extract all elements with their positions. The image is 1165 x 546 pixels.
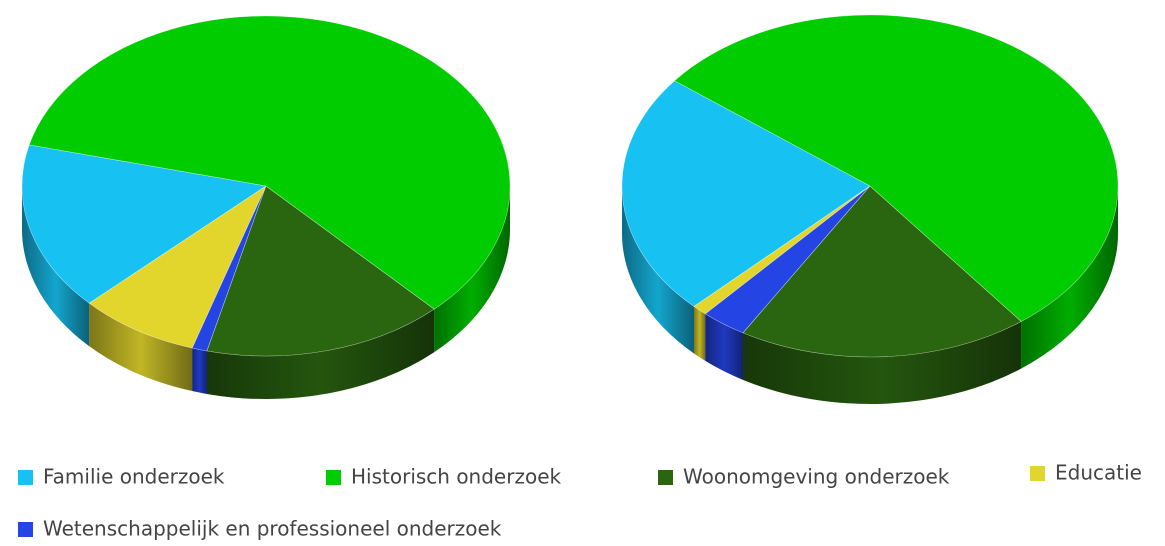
slice-side-shade [622,186,695,354]
slice [21,144,267,304]
slice-side-shade [89,303,193,392]
legend-swatch [1030,466,1045,481]
slice-side-shade [705,313,744,380]
slice [621,80,871,307]
legend-swatch [18,522,33,537]
slice-side-shade [743,321,1022,405]
slice [28,15,511,310]
slice-side-shade [206,309,435,399]
slice-side-shade [22,186,90,347]
slice-side-shade [1021,186,1118,369]
slice-side-shade [192,348,207,394]
pie [621,14,1119,405]
legend-label: Educatie [1055,461,1142,485]
slice-side-shade [694,306,706,361]
legend-label: Wetenschappelijk en professioneel onderz… [43,517,502,541]
legend-label: Historisch onderzoek [351,465,561,489]
legend-swatch [326,470,341,485]
slice [88,185,267,349]
pie [21,15,511,399]
slice [742,185,1022,358]
slice [674,14,1119,322]
slice [206,185,435,357]
slice-side-shade [434,186,510,353]
legend-swatch [658,470,673,485]
legend-label: Familie onderzoek [43,465,225,489]
legend-swatch [18,470,33,485]
legend-label: Woonomgeving onderzoek [683,465,950,489]
